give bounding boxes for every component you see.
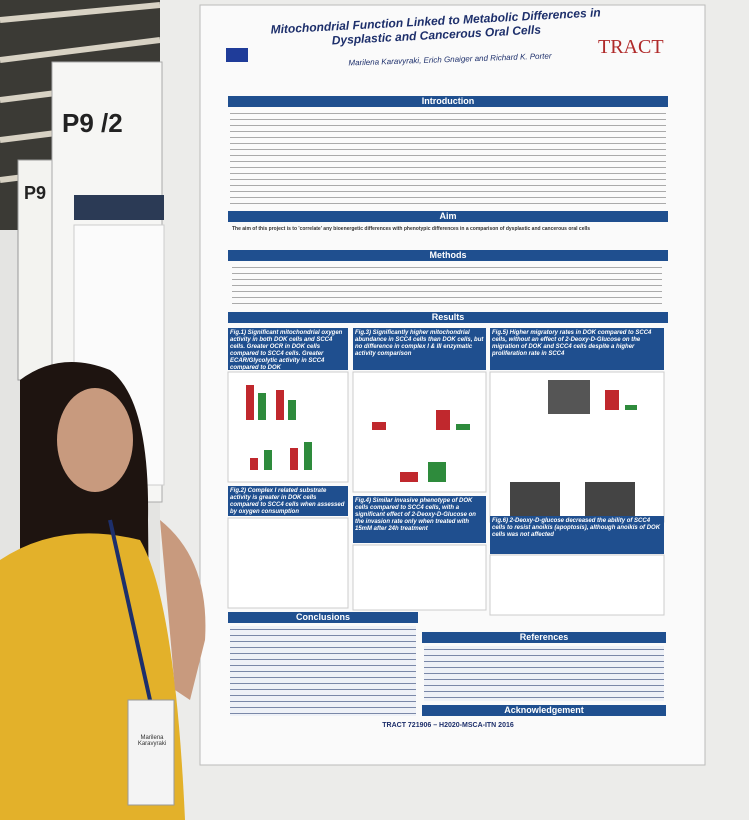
eu-flag [226, 48, 248, 62]
methods-text [232, 264, 662, 306]
conclusions-text [230, 626, 416, 716]
badge [127, 699, 175, 806]
references-text [424, 646, 664, 701]
figure-caption: Fig.4) Similar invasive phenotype of DOK… [353, 496, 486, 543]
lanyard [108, 519, 152, 701]
figure-caption: Fig.5) Higher migratory rates in DOK com… [490, 328, 664, 370]
section-header: References [422, 632, 666, 643]
section-header: Results [228, 312, 668, 323]
figure-caption: Fig.2) Complex I related substrate activ… [228, 486, 348, 516]
intro-text [230, 110, 666, 208]
side-poster-header [74, 195, 164, 220]
badge-name: Marilena Karavyraki [137, 735, 167, 747]
back-board [17, 159, 59, 381]
section-header: Introduction [228, 96, 668, 107]
section-header: Aim [228, 211, 668, 222]
section-header: Conclusions [228, 612, 418, 623]
figure-caption: Fig.3) Significantly higher mitochondria… [353, 328, 486, 370]
figure-panels [227, 371, 665, 616]
figure-caption: Fig.1) Significant mitochondrial oxygen … [228, 328, 348, 370]
board-number: P9 [24, 183, 47, 203]
section-header: Acknowledgement [422, 705, 666, 716]
arm [160, 520, 206, 700]
poster-logo: TRACT [598, 36, 664, 58]
face [57, 388, 133, 492]
chart-bars [246, 380, 637, 516]
section-header: Methods [228, 250, 668, 261]
board-number: P9 /2 [62, 108, 123, 138]
poster-footer: TRACT 721906 – H2020-MSCA-ITN 2016 [382, 722, 514, 729]
figure-caption: Fig.6) 2-Deoxy-D-glucose decreased the a… [490, 516, 664, 554]
aim-text: The aim of this project is to 'correlate… [232, 226, 591, 232]
